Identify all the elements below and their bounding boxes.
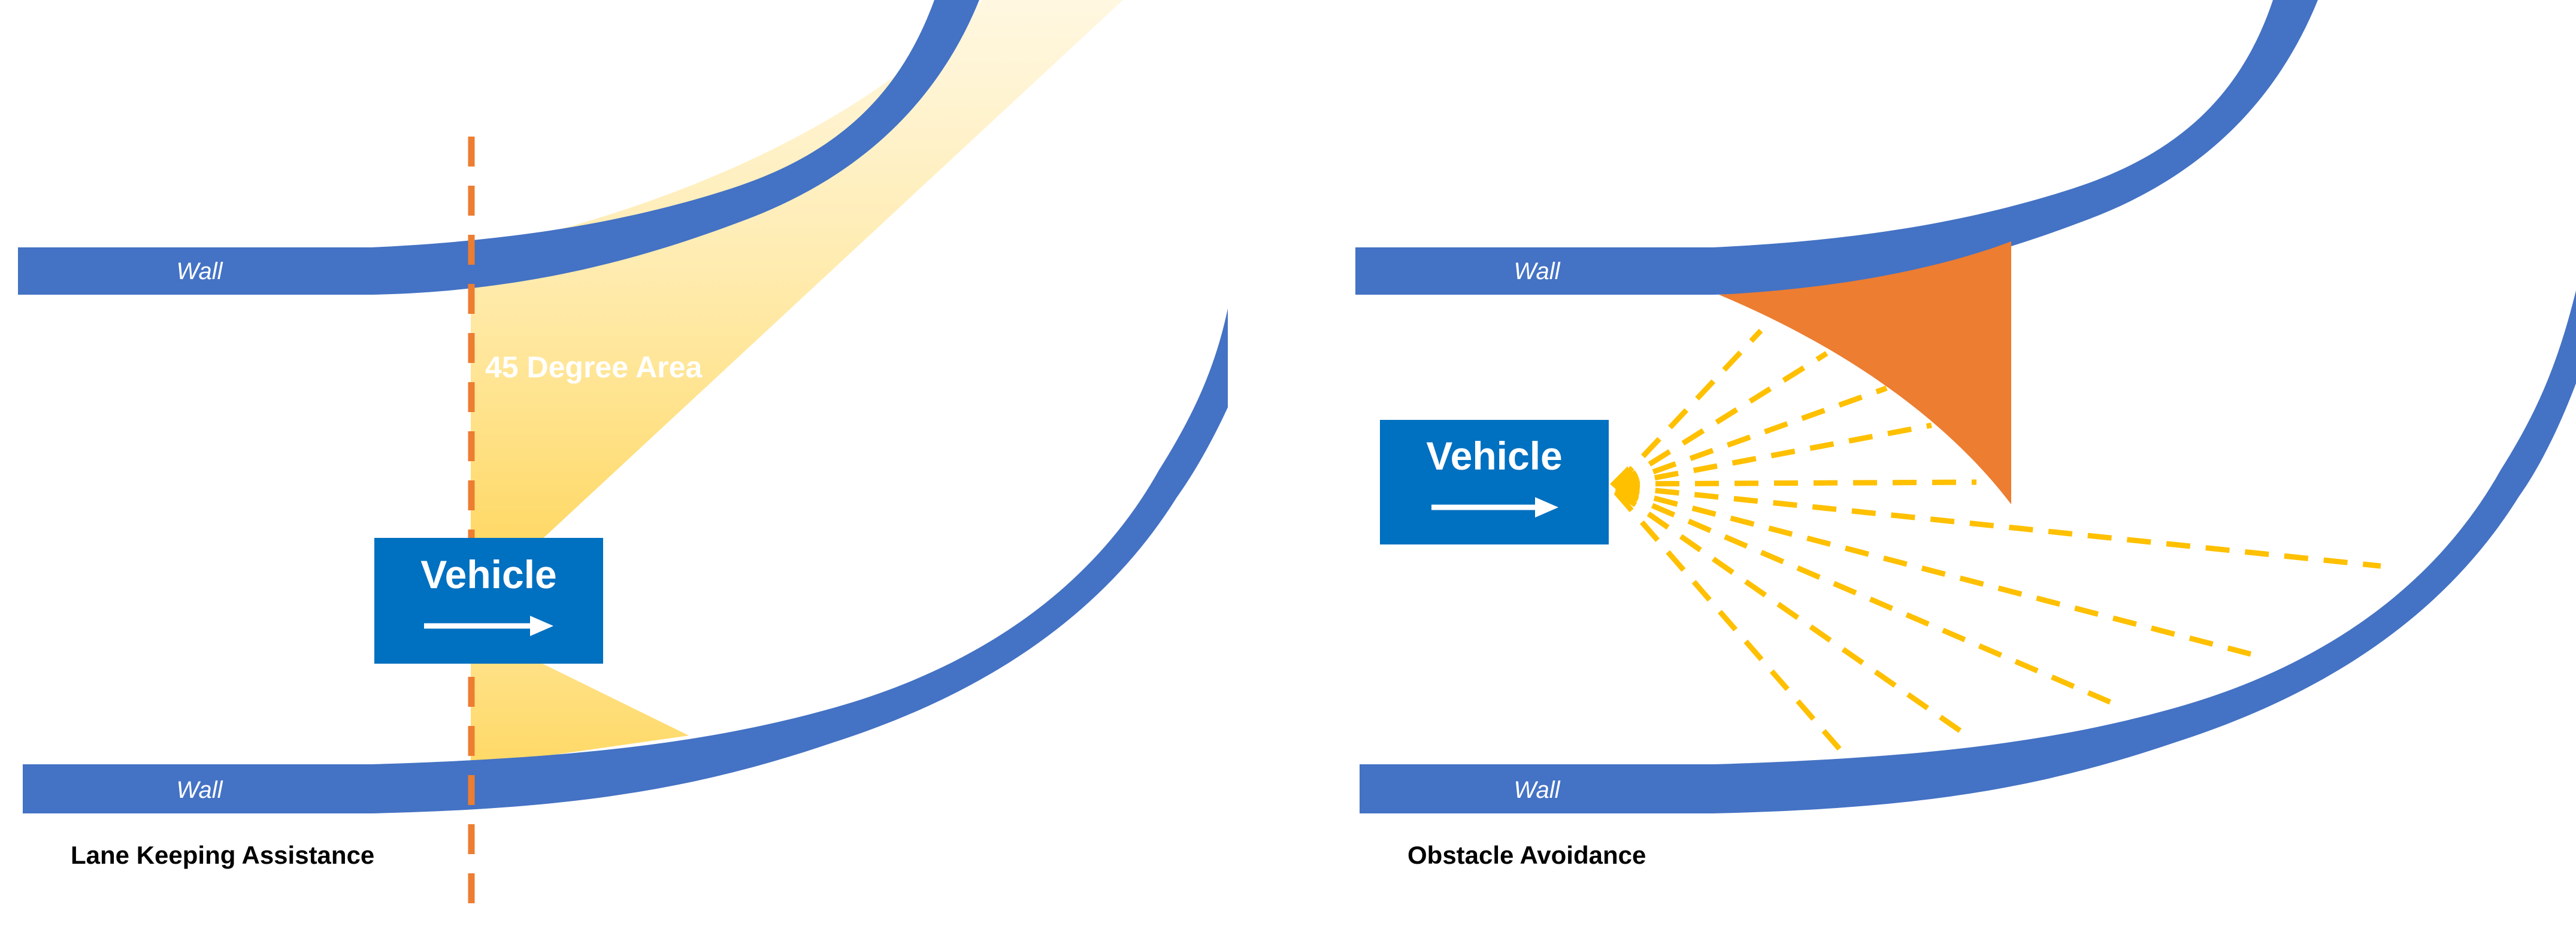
vehicle: Vehicle [1380, 420, 1609, 544]
obstacle-avoidance-panel: Wall Wall [1355, 0, 2576, 869]
bottom-wall-label: Wall [1513, 777, 1560, 803]
bottom-wall-label: Wall [176, 777, 223, 803]
sensor-ray [1615, 385, 1888, 488]
vehicle-body [374, 538, 603, 664]
top-wall [1355, 0, 2318, 295]
right-arrow-icon [424, 616, 553, 636]
sensor-ray [1614, 328, 1763, 488]
bottom-wall [23, 308, 1228, 813]
sensor-ray [1614, 491, 1846, 755]
sensor-rays-icon [1610, 328, 2381, 755]
top-wall-label: Wall [1513, 258, 1560, 285]
obstacle [1719, 241, 2011, 504]
forty-five-degree-area-label: 45 Degree Area [485, 350, 703, 384]
vehicle: Vehicle [374, 538, 603, 664]
vehicle-label: Vehicle [420, 552, 557, 597]
right-arrow-icon [1431, 497, 1558, 518]
lane-keeping-caption: Lane Keeping Assistance [71, 841, 374, 869]
top-wall-label: Wall [176, 258, 223, 285]
sensor-ray [1615, 483, 2381, 569]
sensor-ray [1614, 489, 1972, 740]
sensor-ray [1615, 487, 2115, 707]
top-wall [18, 0, 979, 295]
sensor-ray [1614, 351, 1829, 488]
vehicle-body [1380, 420, 1609, 544]
vehicle-label: Vehicle [1426, 434, 1563, 478]
forty-five-degree-area-upper [471, 0, 1123, 542]
sensor-origin [1610, 466, 1630, 502]
bottom-wall [1360, 291, 2576, 813]
sensor-ray [1615, 485, 2252, 657]
obstacle-avoidance-caption: Obstacle Avoidance [1407, 841, 1646, 869]
forty-five-degree-area [471, 252, 689, 767]
sensor-ray [1615, 422, 1932, 488]
lane-keeping-panel: Wall Wall 45 Degree Area Vehicle Lane Ke… [18, 0, 1228, 922]
sensor-ray [1615, 479, 1977, 487]
